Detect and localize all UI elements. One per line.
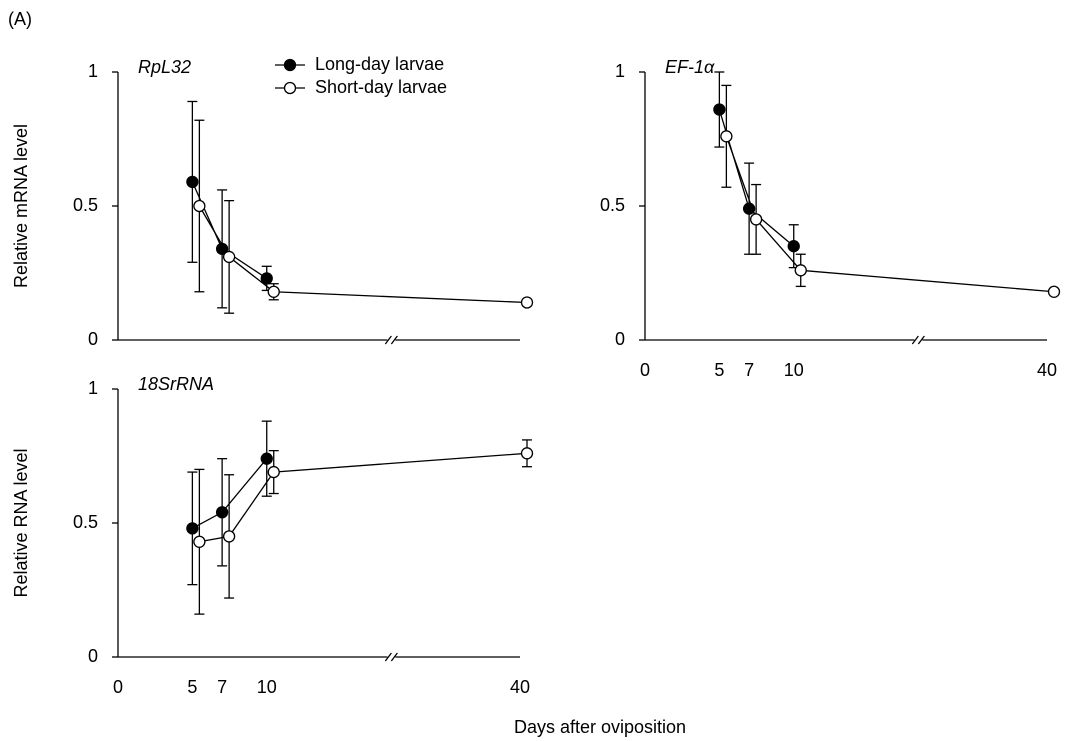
y-tick-label: 0 — [88, 646, 98, 666]
x-tick-label: 7 — [217, 677, 227, 697]
data-point — [222, 250, 236, 264]
data-point — [1047, 285, 1061, 298]
series-line — [199, 452, 528, 543]
data-point — [193, 535, 206, 548]
data-point — [720, 130, 733, 143]
y-tick-label: 0.5 — [73, 195, 98, 215]
y-axis-label: Relative RNA level — [11, 448, 31, 597]
x-tick-label: 40 — [510, 677, 530, 697]
data-point — [267, 465, 280, 479]
panel-title: 18SrRNA — [138, 374, 214, 394]
axis-break — [384, 335, 392, 345]
data-point — [794, 264, 807, 277]
data-point — [267, 285, 280, 298]
data-point — [260, 452, 273, 465]
data-point — [186, 175, 199, 189]
data-point — [215, 506, 229, 519]
panel-label: (A) — [8, 9, 32, 29]
axis-break — [390, 652, 398, 662]
data-point — [222, 530, 236, 543]
legend-label: Long-day larvae — [315, 54, 444, 74]
data-point — [193, 199, 206, 213]
panel-title: EF-1α — [665, 57, 715, 77]
y-axis-label: Relative mRNA level — [11, 124, 31, 288]
legend-label: Short-day larvae — [315, 77, 447, 97]
x-tick-label: 7 — [744, 360, 754, 380]
x-tick-label: 10 — [257, 677, 277, 697]
x-tick-label: 0 — [113, 677, 123, 697]
axis-break — [384, 652, 392, 662]
y-tick-label: 1 — [615, 61, 625, 81]
series-line — [198, 205, 528, 304]
data-point — [260, 272, 273, 285]
data-point — [215, 242, 229, 256]
axis-break — [390, 335, 398, 345]
data-point — [520, 447, 534, 460]
data-point — [787, 240, 800, 253]
data-point — [749, 213, 763, 226]
data-point — [713, 103, 726, 116]
x-tick-label: 5 — [187, 677, 197, 697]
y-tick-label: 0 — [88, 329, 98, 349]
x-tick-label: 0 — [640, 360, 650, 380]
x-tick-label: 40 — [1037, 360, 1057, 380]
series-line — [725, 136, 1055, 293]
legend-marker — [283, 58, 297, 72]
x-axis-label: Days after oviposition — [514, 717, 686, 737]
y-tick-label: 0.5 — [73, 512, 98, 532]
axis-break — [911, 335, 919, 345]
axis-break — [917, 335, 925, 345]
y-tick-label: 0 — [615, 329, 625, 349]
y-tick-label: 0.5 — [600, 195, 625, 215]
y-tick-label: 1 — [88, 61, 98, 81]
x-tick-label: 10 — [784, 360, 804, 380]
x-tick-label: 5 — [714, 360, 724, 380]
legend-marker — [283, 81, 297, 95]
data-point — [520, 296, 534, 309]
data-point — [186, 522, 199, 535]
panel-title: RpL32 — [138, 57, 191, 77]
y-tick-label: 1 — [88, 378, 98, 398]
